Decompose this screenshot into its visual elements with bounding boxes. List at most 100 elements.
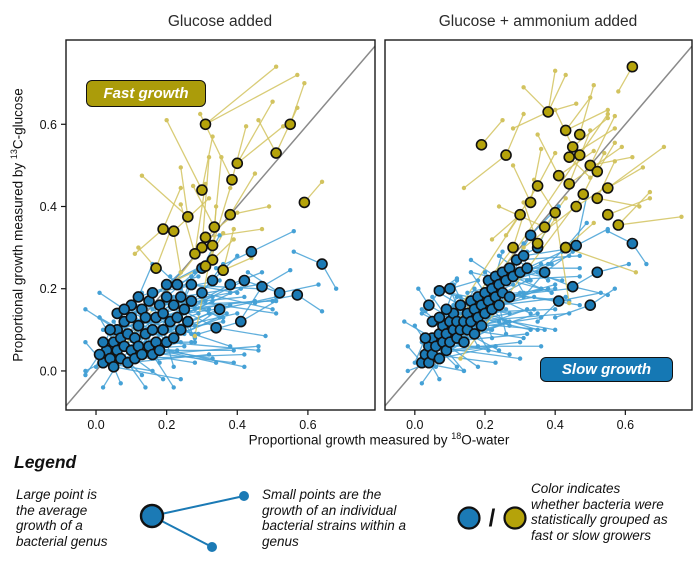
fast-genus-point bbox=[217, 264, 229, 277]
fast-genus-point bbox=[559, 124, 572, 137]
legend-small-strain-point bbox=[207, 542, 217, 552]
fast-strain-point bbox=[521, 111, 526, 117]
slow-strain-point bbox=[552, 282, 558, 287]
slow-strain-point bbox=[475, 344, 481, 349]
slow-genus-point bbox=[584, 299, 597, 311]
slow-strain-point bbox=[475, 278, 481, 283]
slow-strain-point bbox=[192, 270, 198, 275]
fast-strain-point bbox=[637, 204, 642, 209]
slow-strain-point bbox=[503, 307, 509, 312]
slow-strain-point bbox=[224, 311, 229, 316]
fast-genus-point bbox=[199, 231, 212, 244]
slow-strain-point bbox=[100, 327, 106, 333]
slow-strain-point bbox=[192, 339, 198, 345]
slow-strain-point bbox=[538, 286, 544, 291]
slow-strain-point bbox=[189, 339, 194, 345]
fast-strain-point bbox=[266, 204, 272, 209]
fast-strain-connector-line bbox=[547, 70, 556, 113]
fast-strain-point bbox=[563, 196, 568, 201]
slow-genus-point bbox=[118, 303, 131, 316]
slow-strain-point bbox=[493, 344, 498, 349]
fast-growth-badge: Fast growth bbox=[86, 80, 206, 107]
slow-strain-point bbox=[210, 356, 215, 361]
slow-genus-point bbox=[160, 291, 173, 303]
slow-genus-point bbox=[196, 287, 208, 299]
fast-strain-connector-line bbox=[231, 126, 247, 180]
fast-strain-point bbox=[243, 124, 249, 129]
slow-strain-point bbox=[577, 274, 582, 279]
fast-genus-point bbox=[591, 165, 604, 178]
slow-genus-point bbox=[167, 332, 180, 344]
slow-strain-point bbox=[167, 327, 173, 333]
fast-strain-point bbox=[178, 185, 183, 191]
slow-strain-point bbox=[521, 335, 526, 341]
fast-strain-point bbox=[500, 117, 505, 123]
slow-genus-point bbox=[132, 291, 145, 303]
fast-strain-point bbox=[612, 126, 618, 131]
slow-strain-point bbox=[528, 311, 533, 316]
fast-strain-point bbox=[552, 150, 558, 156]
y-tick-label: 0.4 bbox=[40, 200, 57, 214]
slow-strain-point bbox=[242, 352, 247, 357]
fast-strain-point bbox=[270, 99, 275, 104]
slow-genus-point bbox=[433, 352, 446, 365]
fast-genus-point bbox=[601, 182, 614, 194]
slow-strain-point bbox=[419, 381, 425, 386]
slow-strain-point bbox=[531, 307, 537, 312]
fast-genus-point bbox=[563, 178, 575, 190]
slow-strain-point bbox=[524, 331, 530, 337]
slow-strain-point bbox=[454, 294, 460, 300]
slow-strain-point bbox=[468, 270, 474, 275]
slow-strain-point bbox=[178, 339, 183, 345]
fast-strain-connector-line bbox=[537, 152, 556, 187]
slow-strain-connector-line bbox=[526, 251, 563, 269]
slow-strain-point bbox=[238, 286, 244, 291]
slow-strain-point bbox=[577, 265, 582, 271]
fast-strain-point bbox=[231, 237, 236, 242]
fast-strain-point bbox=[302, 80, 307, 86]
fast-strain-connector-line bbox=[579, 85, 595, 135]
slow-strain-point bbox=[612, 286, 618, 291]
slow-genus-point bbox=[503, 291, 516, 303]
slow-genus-point bbox=[97, 336, 109, 348]
slow-strain-point bbox=[465, 290, 470, 296]
slow-strain-connector-line bbox=[194, 279, 245, 306]
fast-strain-point bbox=[164, 117, 169, 123]
slow-strain-point bbox=[507, 352, 512, 357]
slow-strain-point bbox=[405, 344, 411, 349]
fast-strain-connector-line bbox=[558, 150, 595, 177]
slow-strain-point bbox=[644, 261, 649, 267]
slow-strain-point bbox=[535, 319, 540, 324]
slow-strain-connector-line bbox=[151, 354, 175, 388]
fast-strain-connector-line bbox=[607, 146, 665, 189]
fast-strain-connector-line bbox=[565, 109, 609, 132]
slow-genus-point bbox=[245, 245, 258, 258]
slow-genus-point bbox=[538, 266, 551, 279]
slow-genus-point bbox=[433, 284, 446, 297]
fast-strain-point bbox=[280, 124, 286, 129]
fast-strain-point bbox=[647, 196, 653, 201]
slow-strain-point bbox=[213, 360, 219, 365]
slow-strain-point bbox=[217, 233, 222, 238]
fast-strain-point bbox=[661, 144, 667, 150]
fast-strain-point bbox=[552, 107, 558, 113]
fast-strain-point bbox=[178, 270, 183, 275]
fast-strain-connector-line bbox=[596, 160, 616, 199]
fast-strain-point bbox=[132, 251, 138, 256]
slow-strain-point bbox=[118, 381, 123, 386]
fast-strain-connector-line bbox=[505, 113, 525, 156]
slow-strain-point bbox=[83, 339, 88, 345]
fast-strain-point bbox=[136, 245, 141, 250]
slow-strain-point bbox=[430, 294, 435, 300]
panel-title-glucose: Glucose added bbox=[167, 13, 273, 30]
slow-genus-point bbox=[136, 348, 148, 361]
fast-genus-point bbox=[584, 159, 597, 172]
slow-strain-point bbox=[517, 290, 523, 296]
slow-strain-point bbox=[545, 286, 551, 291]
fast-strain-connector-line bbox=[565, 97, 591, 131]
slow-strain-point bbox=[139, 372, 145, 378]
fast-genus-point bbox=[524, 196, 537, 209]
fast-strain-connector-line bbox=[173, 231, 182, 273]
fast-strain-connector-line bbox=[512, 165, 532, 203]
x-tick-label: 0.6 bbox=[299, 418, 316, 432]
